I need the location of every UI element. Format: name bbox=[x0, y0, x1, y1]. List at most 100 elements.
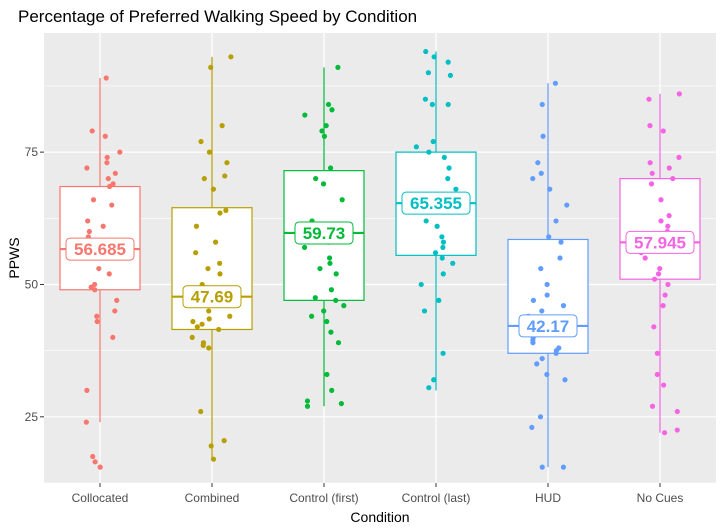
data-point bbox=[445, 175, 451, 182]
data-point bbox=[96, 265, 102, 272]
data-point bbox=[661, 382, 667, 388]
data-point bbox=[534, 361, 540, 367]
data-point bbox=[564, 202, 570, 208]
data-point bbox=[200, 342, 206, 348]
data-point bbox=[440, 350, 446, 356]
data-point bbox=[325, 101, 332, 108]
data-point bbox=[539, 464, 545, 470]
data-point bbox=[666, 213, 672, 219]
data-point bbox=[302, 112, 308, 118]
data-point bbox=[431, 54, 437, 60]
data-point bbox=[106, 183, 113, 190]
data-point bbox=[423, 48, 429, 55]
median-label: 57.945 bbox=[634, 233, 686, 252]
data-point bbox=[539, 308, 545, 314]
data-point bbox=[421, 308, 428, 314]
data-point bbox=[327, 165, 334, 171]
data-point bbox=[193, 223, 200, 229]
data-point bbox=[335, 340, 342, 346]
data-point bbox=[97, 464, 103, 470]
y-tick-label: 50 bbox=[25, 277, 39, 291]
data-point bbox=[557, 255, 563, 261]
data-point bbox=[114, 297, 120, 303]
data-point bbox=[100, 223, 106, 229]
data-point bbox=[642, 255, 648, 261]
plot-panel bbox=[44, 33, 716, 483]
y-axis-title: PPWS bbox=[6, 237, 22, 278]
data-point bbox=[304, 398, 311, 404]
data-point bbox=[547, 186, 553, 192]
data-point bbox=[341, 303, 347, 309]
data-point bbox=[648, 181, 655, 187]
data-point bbox=[319, 128, 325, 134]
data-point bbox=[321, 308, 327, 314]
data-point bbox=[223, 207, 229, 213]
median-label: 47.69 bbox=[191, 288, 234, 307]
data-point bbox=[530, 175, 536, 182]
data-point bbox=[90, 453, 96, 460]
data-point bbox=[301, 244, 308, 251]
data-point bbox=[665, 281, 671, 288]
data-point bbox=[439, 234, 445, 240]
data-point bbox=[117, 149, 123, 155]
data-point bbox=[109, 202, 115, 208]
data-point bbox=[553, 218, 559, 224]
data-point bbox=[445, 101, 451, 108]
data-point bbox=[432, 250, 439, 256]
data-point bbox=[660, 128, 666, 134]
y-axis: 25 50 75 bbox=[25, 145, 44, 424]
data-point bbox=[553, 350, 559, 356]
data-point bbox=[654, 350, 660, 356]
data-point bbox=[434, 223, 440, 229]
data-point bbox=[538, 170, 544, 176]
data-point bbox=[88, 284, 94, 290]
data-point bbox=[425, 70, 431, 76]
data-point bbox=[445, 59, 451, 65]
data-point bbox=[94, 318, 100, 325]
x-tick-label: No Cues bbox=[637, 491, 684, 505]
data-point bbox=[426, 385, 432, 391]
x-tick-label: HUD bbox=[535, 491, 561, 505]
data-point bbox=[646, 96, 652, 102]
y-tick-label: 75 bbox=[25, 145, 39, 159]
data-point bbox=[670, 175, 676, 182]
data-point bbox=[84, 387, 90, 393]
data-point bbox=[657, 265, 663, 272]
data-point bbox=[320, 181, 327, 187]
data-point bbox=[422, 96, 428, 102]
data-point bbox=[562, 377, 568, 383]
data-point bbox=[102, 133, 108, 139]
median-label: 65.355 bbox=[410, 194, 462, 213]
data-point bbox=[208, 64, 214, 71]
data-point bbox=[326, 255, 333, 261]
median-label: 59.73 bbox=[303, 224, 346, 243]
x-tick-label: Combined bbox=[185, 491, 240, 505]
data-point bbox=[193, 250, 199, 256]
box-group-hud: 42.17 bbox=[507, 80, 589, 470]
data-point bbox=[436, 297, 442, 303]
data-point bbox=[206, 345, 212, 351]
data-point bbox=[661, 430, 668, 436]
data-point bbox=[439, 255, 445, 261]
data-point bbox=[217, 271, 223, 277]
median-label-box bbox=[401, 191, 471, 215]
data-point bbox=[329, 107, 335, 113]
data-point bbox=[84, 165, 90, 171]
data-point bbox=[304, 403, 311, 409]
data-point bbox=[544, 292, 550, 298]
data-point bbox=[221, 438, 227, 444]
data-point bbox=[537, 414, 544, 420]
data-point bbox=[649, 403, 656, 409]
data-point bbox=[222, 173, 228, 179]
data-point bbox=[447, 72, 454, 78]
data-point bbox=[104, 154, 110, 161]
data-point bbox=[647, 160, 653, 166]
data-point bbox=[655, 271, 662, 277]
data-point bbox=[535, 160, 541, 166]
data-point bbox=[423, 218, 429, 224]
box bbox=[171, 207, 253, 331]
data-point bbox=[676, 91, 682, 97]
data-point bbox=[538, 265, 544, 272]
x-axis-title: Condition bbox=[350, 509, 409, 525]
